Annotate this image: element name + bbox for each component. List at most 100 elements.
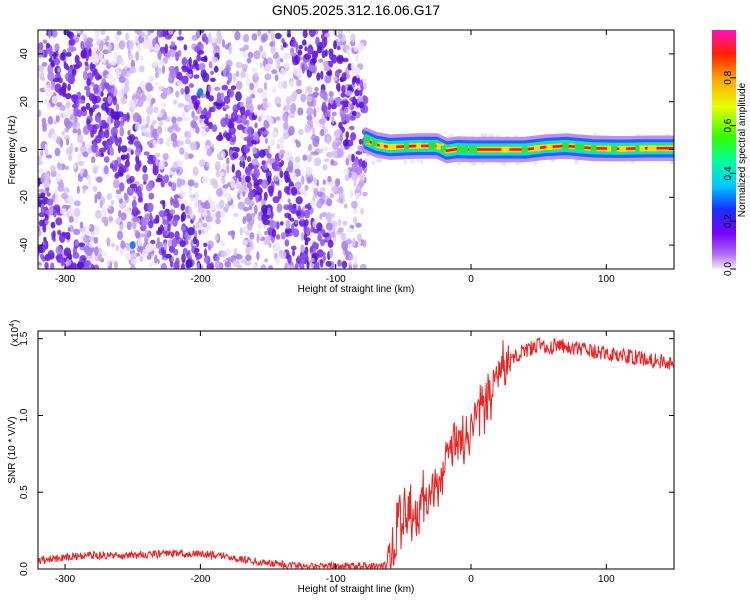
noise-speckle — [319, 89, 327, 99]
noise-speckle — [60, 51, 66, 61]
noise-speckle — [77, 242, 86, 248]
noise-speckle — [62, 187, 70, 194]
colorbar-tick-label: 0.0 — [723, 262, 734, 276]
noise-speckle — [285, 220, 291, 229]
heatmap-tracked-signal — [363, 127, 674, 164]
noise-speckle — [283, 62, 291, 69]
noise-speckle — [89, 62, 94, 72]
noise-speckle — [129, 183, 138, 189]
signal-patch — [574, 143, 581, 150]
noise-speckle — [118, 120, 125, 128]
noise-speckle — [264, 137, 268, 144]
noise-speckle — [38, 109, 42, 117]
noise-speckle — [227, 121, 235, 129]
noise-speckle — [215, 164, 221, 171]
noise-speckle — [294, 54, 300, 65]
noise-speckle — [313, 177, 318, 185]
noise-speckle — [353, 216, 358, 225]
noise-speckle — [213, 65, 219, 73]
noise-speckle — [355, 222, 362, 228]
colorbar-tick-label: 0.6 — [723, 118, 734, 132]
noise-speckle — [290, 102, 297, 113]
noise-speckle — [106, 73, 114, 80]
noise-speckle — [55, 115, 60, 123]
noise-speckle — [294, 168, 301, 174]
x-tick-label: 0 — [468, 274, 474, 285]
noise-speckle — [187, 179, 195, 187]
noise-speckle — [363, 82, 367, 90]
x-tick-label: -100 — [326, 574, 346, 585]
noise-speckle — [187, 68, 193, 74]
noise-speckle — [115, 171, 120, 179]
noise-speckle — [93, 236, 99, 244]
noise-speckle — [239, 226, 243, 236]
noise-speckle — [117, 143, 122, 154]
noise-speckle — [71, 46, 77, 52]
noise-speckle — [76, 185, 80, 194]
noise-speckle — [332, 223, 336, 233]
noise-speckle — [350, 33, 356, 43]
noise-speckle — [337, 227, 344, 233]
noise-speckle — [142, 41, 147, 50]
noise-speckle — [353, 180, 357, 187]
noise-speckle — [266, 101, 271, 108]
noise-speckle — [248, 200, 255, 207]
noise-speckle — [263, 119, 270, 129]
signal-patch — [371, 140, 378, 147]
noise-speckle — [190, 239, 194, 248]
noise-speckle — [350, 132, 357, 141]
noise-speckle — [327, 181, 334, 187]
noise-speckle — [204, 248, 207, 258]
noise-speckle — [301, 175, 305, 185]
noise-speckle — [69, 114, 75, 120]
noise-speckle — [124, 85, 130, 93]
noise-speckle — [177, 139, 181, 148]
noise-speckle — [114, 136, 119, 147]
noise-speckle — [148, 142, 153, 149]
noise-speckle — [38, 160, 43, 166]
noise-speckle — [61, 131, 66, 136]
noise-speckle — [175, 90, 180, 98]
noise-speckle — [358, 138, 363, 145]
noise-speckle — [314, 135, 320, 144]
noise-speckle — [118, 75, 126, 84]
noise-speckle — [70, 94, 78, 100]
noise-speckle — [106, 237, 111, 247]
signal-patch — [404, 143, 409, 150]
noise-speckle — [157, 112, 163, 118]
noise-speckle — [321, 211, 328, 218]
noise-speckle — [291, 223, 295, 233]
noise-speckle — [126, 178, 133, 184]
noise-speckle — [211, 124, 218, 132]
noise-speckle — [351, 66, 356, 74]
noise-speckle — [81, 141, 86, 148]
noise-speckle — [275, 221, 280, 230]
noise-speckle — [148, 192, 155, 200]
noise-speckle — [329, 248, 334, 258]
noise-speckle — [76, 134, 84, 144]
noise-speckle — [252, 164, 259, 169]
noise-speckle — [263, 130, 269, 136]
noise-speckle — [233, 109, 237, 115]
noise-speckle — [257, 30, 262, 37]
noise-speckle — [355, 185, 361, 191]
haze-speckle — [403, 159, 408, 165]
signal-patch — [534, 145, 540, 152]
noise-speckle — [194, 45, 200, 53]
noise-speckle — [307, 143, 313, 152]
noise-speckle — [72, 252, 80, 259]
noise-speckle — [358, 89, 363, 97]
noise-speckle — [202, 222, 208, 228]
noise-speckle — [94, 246, 99, 256]
noise-speckle — [299, 187, 305, 194]
noise-speckle — [351, 98, 358, 104]
noise-speckle — [161, 64, 166, 75]
noise-speckle — [351, 172, 358, 182]
y-tick-label: 0.0 — [19, 562, 30, 576]
x-tick-label: -300 — [55, 274, 75, 285]
noise-speckle — [42, 39, 48, 44]
noise-speckle — [254, 72, 259, 78]
noise-speckle — [192, 166, 199, 176]
noise-speckle — [203, 242, 208, 247]
noise-speckle — [211, 56, 219, 63]
